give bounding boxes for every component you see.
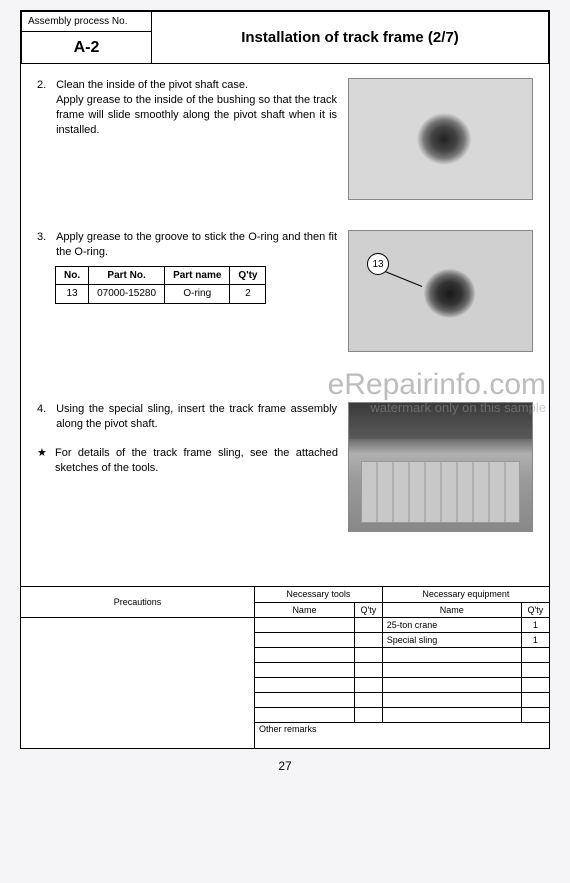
eq-qty-6	[521, 692, 549, 707]
tool-qty-header: Q'ty	[354, 602, 382, 617]
equipment-header: Necessary equipment	[382, 587, 549, 602]
step-2-number: 2.	[37, 78, 53, 93]
parts-cell-no: 13	[56, 285, 89, 304]
content-area: 2. Clean the inside of the pivot shaft c…	[21, 64, 549, 586]
parts-col-partno: Part No.	[89, 266, 165, 285]
assembly-process-label: Assembly process No.	[22, 12, 152, 32]
tool-name-3	[254, 647, 354, 662]
page-number: 27	[0, 759, 570, 773]
step-3-number: 3.	[37, 230, 53, 245]
eq-qty-7	[521, 707, 549, 722]
tool-name-7	[254, 707, 354, 722]
tool-qty-7	[354, 707, 382, 722]
process-number: A-2	[22, 32, 152, 64]
step-3: 3. Apply grease to the groove to stick t…	[37, 230, 533, 352]
parts-cell-partname: O-ring	[165, 285, 230, 304]
star-icon: ★	[37, 446, 49, 476]
eq-name-3	[382, 647, 521, 662]
step-3-text: Apply grease to the groove to stick the …	[56, 230, 337, 260]
page-title: Installation of track frame (2/7)	[152, 12, 549, 64]
step-2: 2. Clean the inside of the pivot shaft c…	[37, 78, 533, 200]
tool-name-6	[254, 692, 354, 707]
parts-col-no: No.	[56, 266, 89, 285]
parts-table: No. Part No. Part name Q'ty 13 07000-152…	[55, 266, 266, 304]
star-note: ★ For details of the track frame sling, …	[37, 446, 338, 476]
precautions-header: Precautions	[21, 587, 254, 617]
eq-name-7	[382, 707, 521, 722]
eq-qty-2: 1	[521, 632, 549, 647]
eq-name-6	[382, 692, 521, 707]
tool-name-header: Name	[254, 602, 354, 617]
eq-name-1: 25-ton crane	[382, 617, 521, 632]
parts-cell-qty: 2	[230, 285, 266, 304]
tool-qty-4	[354, 662, 382, 677]
step-2-photo	[348, 78, 533, 200]
tool-name-2	[254, 632, 354, 647]
eq-qty-4	[521, 662, 549, 677]
other-remarks-cell: Other remarks	[254, 722, 549, 748]
tools-header: Necessary tools	[254, 587, 382, 602]
manual-page: Assembly process No. Installation of tra…	[20, 10, 550, 749]
tool-name-4	[254, 662, 354, 677]
tool-qty-2	[354, 632, 382, 647]
step-4-text: Using the special sling, insert the trac…	[56, 402, 337, 432]
eq-qty-1: 1	[521, 617, 549, 632]
tool-name-1	[254, 617, 354, 632]
parts-col-partname: Part name	[165, 266, 230, 285]
eq-name-2: Special sling	[382, 632, 521, 647]
eq-name-5	[382, 677, 521, 692]
tool-qty-3	[354, 647, 382, 662]
tool-qty-5	[354, 677, 382, 692]
tool-qty-1	[354, 617, 382, 632]
eq-name-header: Name	[382, 602, 521, 617]
step-4: 4. Using the special sling, insert the t…	[37, 402, 533, 532]
step-4-number: 4.	[37, 402, 53, 417]
tool-name-5	[254, 677, 354, 692]
eq-name-4	[382, 662, 521, 677]
callout-line	[385, 271, 422, 287]
eq-qty-header: Q'ty	[521, 602, 549, 617]
bottom-tables: Precautions Necessary tools Necessary eq…	[21, 586, 549, 748]
tool-qty-6	[354, 692, 382, 707]
parts-col-qty: Q'ty	[230, 266, 266, 285]
step-2-text: Clean the inside of the pivot shaft case…	[56, 78, 337, 137]
eq-qty-3	[521, 647, 549, 662]
star-note-text: For details of the track frame sling, se…	[55, 446, 338, 476]
step-3-photo: 13	[348, 230, 533, 352]
header-table: Assembly process No. Installation of tra…	[21, 11, 549, 64]
step-4-photo	[348, 402, 533, 532]
precautions-cell	[21, 617, 254, 748]
parts-cell-partno: 07000-15280	[89, 285, 165, 304]
parts-table-row: 13 07000-15280 O-ring 2	[56, 285, 266, 304]
footer-table: Precautions Necessary tools Necessary eq…	[21, 587, 549, 748]
eq-qty-5	[521, 677, 549, 692]
